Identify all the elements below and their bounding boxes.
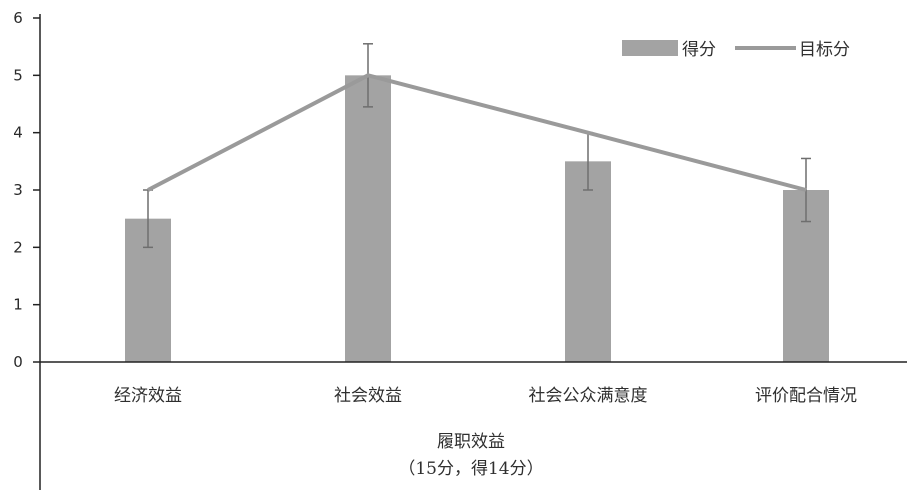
target-line	[147, 73, 807, 192]
category-labels-layer: 经济效益 社会效益 社会公众满意度 评价配合情况	[114, 386, 857, 406]
y-tick-label: 4	[13, 124, 23, 142]
y-tick-label: 3	[13, 181, 23, 199]
bar-2	[345, 75, 391, 362]
y-tick-label: 1	[13, 296, 23, 314]
category-label-1: 经济效益	[114, 386, 182, 406]
legend-bar-swatch	[622, 40, 678, 56]
y-tick-label: 6	[13, 9, 23, 27]
axes-layer	[39, 14, 907, 490]
y-tick-label: 5	[13, 66, 23, 84]
target-line-layer	[147, 73, 807, 192]
category-label-4: 评价配合情况	[755, 386, 857, 406]
category-label-3: 社会公众满意度	[529, 386, 648, 406]
y-tick-label: 0	[13, 353, 23, 371]
category-label-2: 社会效益	[334, 386, 402, 406]
legend: 得分 目标分	[622, 40, 850, 60]
x-axis-title: 履职效益 （15分，得14分）	[398, 432, 543, 479]
x-axis-title-line-1: 履职效益	[437, 432, 505, 452]
legend-label-score: 得分	[682, 40, 716, 60]
legend-label-target: 目标分	[799, 40, 850, 60]
y-tick-label: 2	[13, 238, 23, 256]
y-ticks-layer: 0 1 2 3 4 5 6	[13, 9, 40, 371]
bars-layer	[125, 75, 829, 362]
bar-3	[565, 161, 611, 362]
error-bars-layer	[143, 43, 811, 249]
x-axis-title-line-2: （15分，得14分）	[398, 459, 543, 479]
